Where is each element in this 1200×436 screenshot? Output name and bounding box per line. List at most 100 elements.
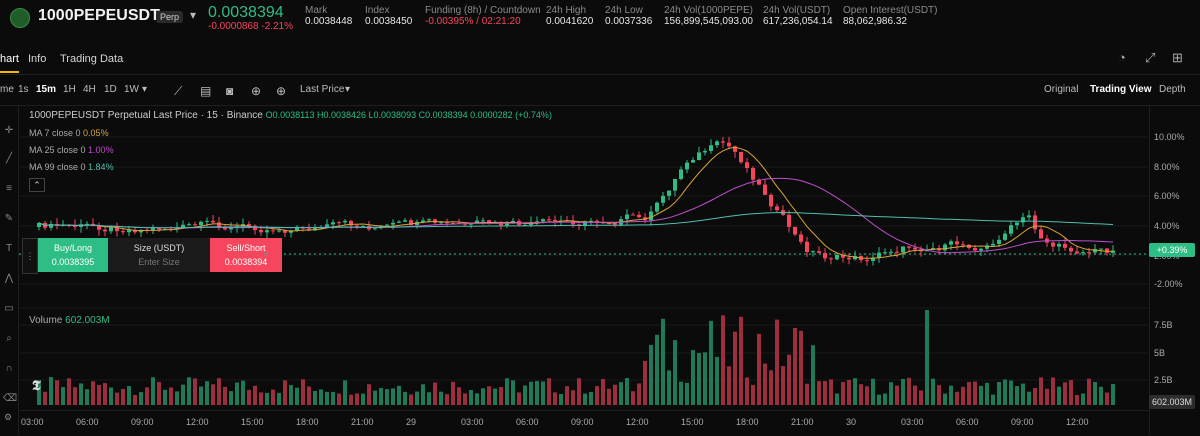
camera-icon[interactable]: ◙ [226, 84, 234, 98]
grid-icon[interactable]: ⊞ [1172, 50, 1183, 65]
tab-trading-data[interactable]: Trading Data [60, 53, 124, 65]
candlestick-chart[interactable] [19, 105, 1149, 410]
volume-bar [361, 393, 365, 405]
time-tick: 03:00 [901, 417, 924, 427]
candle [223, 227, 227, 230]
candle [703, 150, 707, 153]
crosshair-icon[interactable]: ✛ [4, 125, 14, 136]
volume-bar [1021, 383, 1025, 405]
ruler-icon[interactable]: ▭ [4, 303, 14, 314]
candle [403, 220, 407, 222]
candle [295, 226, 299, 231]
pattern-icon[interactable]: ⋀ [4, 273, 14, 284]
candle [325, 224, 329, 228]
sell-short-button[interactable]: Sell/Short 0.0038394 [210, 238, 282, 272]
candle [115, 227, 119, 232]
interval-1h[interactable]: 1H [63, 84, 76, 95]
volume-bar [817, 381, 821, 405]
candle [139, 229, 143, 233]
candle [109, 227, 113, 232]
volume-bar [541, 381, 545, 405]
price-type-select[interactable]: Last Price [300, 84, 345, 95]
chevron-down-icon[interactable]: ▾ [345, 84, 351, 95]
collapse-legend-icon[interactable]: ⌃ [29, 178, 45, 192]
brush-icon[interactable]: ✎ [4, 213, 14, 224]
volume-bar [979, 385, 983, 405]
layout-icon[interactable]: ▤ [200, 84, 212, 98]
symbol-name[interactable]: 1000PEPEUSDT [38, 7, 160, 24]
zoom-icon[interactable]: ⌕ [6, 333, 12, 344]
candle [751, 168, 755, 180]
volume-bar [535, 380, 539, 405]
volume-bar [85, 389, 89, 405]
candle [373, 228, 377, 230]
volume-bar [163, 389, 167, 405]
text-icon[interactable]: T [5, 243, 13, 254]
candle [991, 243, 995, 246]
candle [763, 184, 767, 195]
volume-bar [133, 394, 137, 405]
fib-icon[interactable]: ≡ [6, 183, 12, 194]
volume-bar [559, 393, 563, 405]
add-indicator-icon[interactable]: ⊕ [251, 84, 262, 98]
interval-1w[interactable]: 1W [124, 84, 139, 95]
candle [727, 142, 731, 147]
axis-tick: -2.00% [1154, 279, 1183, 289]
market-header: 1000PEPEUSDT Perp ▾ 0.0038394 -0.0000868… [0, 0, 1200, 44]
volume-bar [427, 392, 431, 405]
candle [661, 195, 665, 203]
volume-bar [709, 320, 713, 405]
bell-icon[interactable]: ◔ [1118, 50, 1126, 65]
interval-4h[interactable]: 4H [83, 84, 96, 95]
view-depth[interactable]: Depth [1159, 84, 1186, 95]
candle [181, 224, 185, 229]
volume-bar [397, 385, 401, 405]
size-input-group[interactable]: Size (USDT) Enter Size [108, 238, 210, 272]
time-axis[interactable]: 03:00 06:00 09:00 12:00 15:00 18:00 21:00 29 03:… [19, 410, 1149, 436]
add-alert-icon[interactable]: ⊕ [276, 84, 287, 98]
size-input[interactable]: Enter Size [138, 257, 180, 267]
volume-legend: Volume 602.003M [29, 315, 110, 326]
price-axis[interactable]: 10.00% 8.00% 6.00% 4.00% 2.00% -2.00% 7.… [1149, 105, 1200, 435]
chevron-down-icon[interactable]: ▾ [142, 84, 148, 95]
indicator-icon[interactable]: ⟋ [174, 84, 183, 98]
volume-bar [523, 385, 527, 405]
volume-bar [241, 380, 245, 405]
axis-tick: 6.00% [1154, 191, 1180, 201]
settings-icon[interactable]: ⚙ [4, 412, 13, 422]
expand-icon[interactable]: ⤢ [1145, 50, 1156, 65]
interval-1d[interactable]: 1D [104, 84, 117, 95]
candle [211, 220, 215, 223]
volume-bar [367, 384, 371, 405]
magnet-icon[interactable]: ∩ [5, 363, 13, 374]
volume-bar [625, 377, 629, 405]
candle [973, 247, 977, 251]
interval-15m[interactable]: 15m [36, 84, 57, 95]
view-trading-view[interactable]: Trading View [1090, 84, 1152, 95]
buy-long-button[interactable]: Buy/Long 0.0038395 [38, 238, 108, 272]
legend-ohlc: O0.0038113 H0.0038426 L0.0038093 C0.0038… [265, 110, 552, 120]
tab-info[interactable]: Info [28, 53, 47, 65]
volume-bar [1093, 382, 1097, 405]
chevron-down-icon[interactable]: ▾ [190, 8, 197, 22]
interval-1s[interactable]: 1s [18, 84, 29, 95]
volume-bar [865, 386, 869, 405]
trash-icon[interactable]: ⌫ [3, 393, 18, 404]
candle [841, 255, 845, 258]
volume-bar [409, 394, 413, 405]
tab-chart[interactable]: hart [0, 53, 19, 73]
candle [433, 219, 437, 223]
close-icon[interactable]: × [263, 249, 269, 260]
volume-bar [547, 378, 551, 405]
volume-bar [127, 386, 131, 405]
time-tick: 18:00 [296, 417, 319, 427]
drag-handle-icon[interactable]: ⋮ [22, 238, 38, 274]
trendline-icon[interactable]: ╱ [5, 153, 13, 164]
stat-open-interest: Open Interest(USDT) 88,062,986.32 [843, 5, 938, 27]
candle [1057, 243, 1061, 247]
volume-bar [757, 333, 761, 405]
volume-bar [529, 381, 533, 405]
candle [691, 160, 695, 163]
view-original[interactable]: Original [1044, 84, 1079, 95]
volume-bar [73, 387, 77, 405]
